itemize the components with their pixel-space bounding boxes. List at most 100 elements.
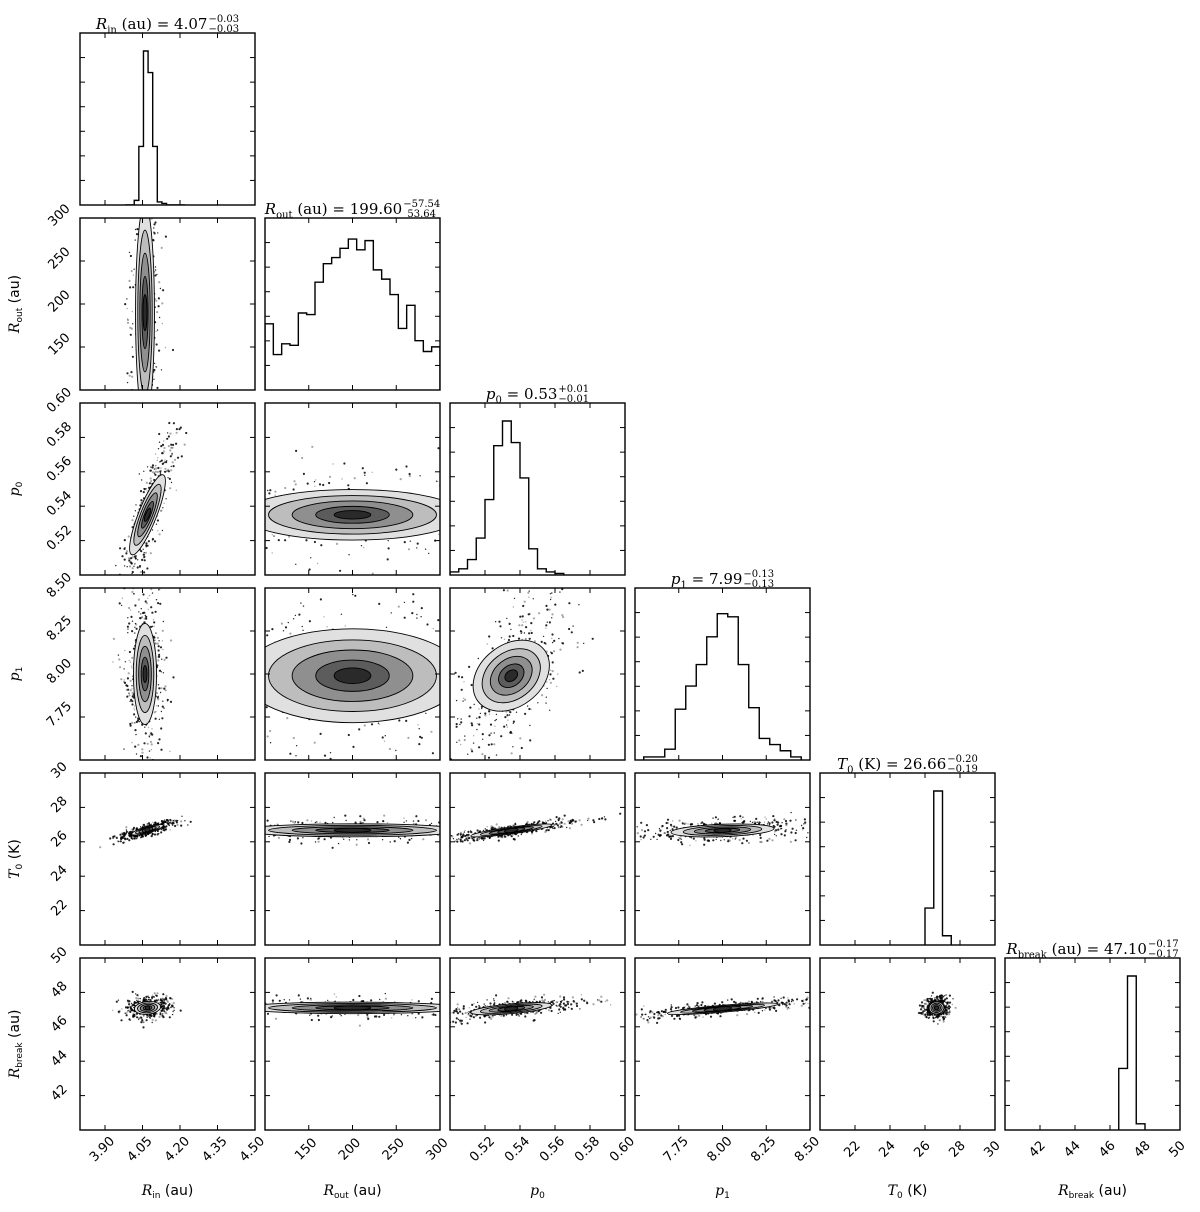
point	[802, 827, 805, 830]
point	[499, 508, 501, 510]
point	[169, 432, 172, 435]
point	[252, 829, 254, 831]
point	[825, 823, 826, 824]
point	[149, 469, 152, 472]
point	[486, 505, 487, 506]
point	[140, 127, 141, 128]
point	[126, 307, 128, 310]
point	[196, 834, 198, 836]
point	[167, 630, 169, 632]
point	[175, 500, 177, 502]
point	[470, 519, 471, 520]
point	[784, 819, 788, 823]
point	[145, 615, 148, 619]
point	[403, 616, 406, 619]
point	[441, 524, 442, 525]
point	[208, 720, 210, 722]
point	[143, 621, 146, 624]
point	[488, 734, 491, 737]
point	[166, 550, 167, 551]
point	[339, 569, 342, 572]
point	[386, 558, 389, 561]
point	[341, 478, 343, 480]
point	[774, 829, 777, 832]
point	[153, 223, 156, 226]
point	[166, 437, 169, 440]
point	[258, 825, 259, 826]
point	[131, 630, 134, 633]
point	[154, 642, 157, 644]
point	[216, 822, 217, 823]
point	[459, 822, 460, 823]
point	[530, 629, 532, 632]
point	[529, 724, 531, 727]
point	[150, 732, 153, 735]
point	[162, 450, 165, 453]
point	[134, 722, 136, 724]
point	[133, 705, 136, 707]
point	[242, 666, 244, 668]
point	[150, 197, 151, 198]
point	[521, 615, 524, 618]
point	[428, 552, 430, 555]
point	[500, 637, 503, 639]
point	[298, 613, 301, 616]
point	[447, 650, 449, 652]
point	[640, 829, 644, 832]
point	[126, 591, 128, 593]
point	[155, 999, 158, 1002]
point	[457, 718, 459, 720]
point	[155, 366, 158, 369]
point	[142, 548, 144, 550]
point	[146, 833, 149, 835]
point	[466, 825, 467, 826]
point	[714, 822, 717, 825]
point	[433, 559, 435, 561]
point	[430, 822, 433, 825]
point	[219, 520, 220, 521]
point	[136, 167, 138, 169]
point	[121, 597, 124, 599]
point	[129, 689, 132, 692]
point	[715, 838, 717, 841]
point	[158, 413, 160, 415]
point	[139, 91, 141, 93]
point	[147, 540, 150, 543]
point	[173, 821, 175, 823]
point	[295, 563, 297, 565]
point	[125, 826, 128, 829]
point	[158, 432, 161, 436]
point	[689, 823, 692, 826]
point	[119, 616, 121, 618]
point	[214, 731, 216, 733]
point	[553, 827, 556, 830]
point	[364, 474, 366, 476]
y-tick-label: 0.58	[44, 419, 75, 450]
point	[323, 838, 326, 841]
point	[143, 611, 146, 614]
point	[199, 726, 200, 727]
panel-p1-vs-rin: 7.758.008.258.50	[44, 570, 256, 761]
point	[446, 828, 448, 830]
point	[162, 620, 164, 623]
point	[333, 816, 335, 819]
point	[495, 713, 498, 716]
point	[171, 461, 174, 464]
point	[396, 848, 398, 850]
point	[384, 735, 386, 737]
point	[468, 665, 471, 669]
point	[141, 748, 144, 751]
point	[186, 518, 188, 520]
point	[149, 445, 150, 446]
point	[169, 750, 171, 753]
point	[139, 180, 141, 182]
point	[390, 612, 392, 614]
point	[146, 490, 148, 492]
point	[563, 822, 566, 825]
point	[667, 831, 670, 833]
point	[454, 523, 455, 524]
point	[460, 743, 462, 746]
point	[422, 838, 425, 841]
point	[668, 835, 671, 838]
point	[654, 832, 657, 835]
